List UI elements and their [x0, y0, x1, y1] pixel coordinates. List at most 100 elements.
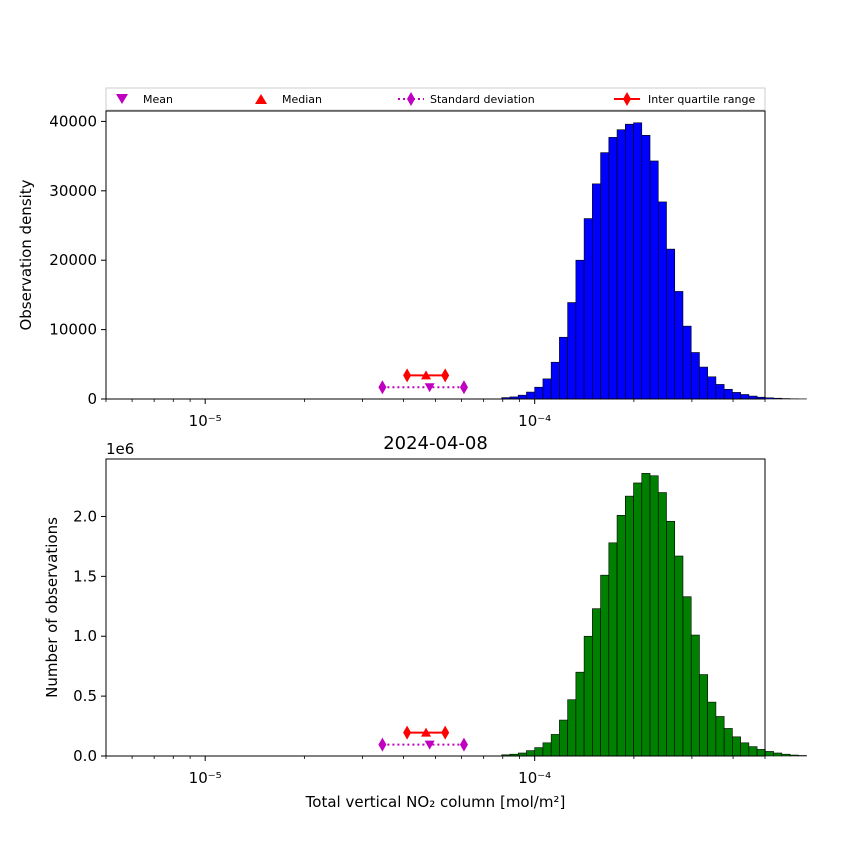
- legend-std-label: Standard deviation: [430, 93, 535, 106]
- y-tick-label: 40000: [49, 112, 97, 130]
- histogram-bar: [666, 520, 676, 757]
- histogram-bar: [740, 394, 750, 400]
- std-marker: [459, 380, 468, 395]
- histogram-bar: [732, 392, 741, 400]
- top-statistics-markers: [378, 368, 468, 395]
- legend-mean-marker: [116, 94, 128, 104]
- histogram-bar: [657, 201, 667, 400]
- histogram-bar: [534, 386, 544, 400]
- histogram-bar: [526, 750, 535, 757]
- histogram-bar: [674, 555, 684, 757]
- bottom-y-offset-label: 1e6: [106, 440, 134, 458]
- y-tick-label: 20000: [49, 251, 97, 269]
- histogram-bar: [666, 248, 676, 400]
- histogram-bar: [707, 376, 717, 400]
- histogram-bar: [707, 701, 717, 757]
- histogram-bar: [542, 378, 552, 400]
- histogram-bar: [550, 734, 560, 757]
- histogram-bar: [723, 388, 733, 400]
- bottom-chart-title: 2024-04-08: [383, 433, 488, 454]
- histogram-bar: [534, 747, 544, 757]
- y-tick-label: 0.5: [73, 687, 97, 705]
- histogram-bar: [616, 129, 626, 400]
- x-tick-label: 10⁻⁴: [518, 769, 551, 787]
- mean-marker: [424, 383, 435, 393]
- histogram-bar: [592, 608, 601, 757]
- std-marker: [378, 380, 387, 395]
- y-tick-label: 0.0: [73, 747, 97, 765]
- histogram-bar: [633, 122, 643, 400]
- histogram-bar: [765, 397, 774, 400]
- histogram-bar: [526, 391, 535, 400]
- y-tick-label: 1.5: [73, 567, 97, 585]
- histogram-bar: [773, 752, 783, 757]
- histogram-bar: [649, 160, 659, 400]
- histogram-bar: [583, 218, 593, 400]
- bottom-histogram-bars: [501, 473, 807, 757]
- histogram-bar: [756, 749, 766, 757]
- iqr-marker: [441, 368, 450, 383]
- y-tick-label: 10000: [49, 321, 97, 339]
- top-axes: 0 10000 20000 30000 40000 10⁻⁵ 10⁻⁴: [49, 112, 766, 430]
- histogram-bar: [592, 183, 601, 400]
- std-marker: [378, 737, 387, 752]
- top-histogram-bars: [501, 122, 807, 400]
- y-tick-label: 30000: [49, 182, 97, 200]
- histogram-bar: [633, 482, 643, 757]
- bottom-histogram-panel: 2024-04-08 1e6 0.0 0.5 1.0 1.5 2.0 10⁻⁵ 10⁻⁴ N…: [43, 433, 807, 811]
- histogram-bar: [682, 596, 692, 757]
- median-marker: [421, 370, 432, 380]
- histogram-bar: [699, 366, 708, 400]
- histogram-bar: [649, 475, 659, 757]
- x-tick-label: 10⁻⁵: [189, 412, 222, 430]
- histogram-bar: [674, 291, 684, 400]
- histogram-bar: [657, 492, 667, 757]
- legend-frame: [105, 87, 766, 111]
- histogram-bar: [625, 495, 634, 757]
- histogram-bar: [732, 736, 741, 757]
- bottom-axes: 0.0 0.5 1.0 1.5 2.0 10⁻⁵ 10⁻⁴: [73, 507, 766, 787]
- std-marker: [459, 737, 468, 752]
- legend-std-marker: [407, 92, 415, 106]
- histogram-bar: [690, 634, 700, 757]
- histogram-bar: [608, 137, 618, 400]
- y-tick-label: 2.0: [73, 507, 97, 525]
- histogram-bar: [641, 473, 651, 757]
- histogram-bar: [567, 302, 577, 400]
- median-marker: [421, 727, 432, 737]
- bottom-x-axis-label: Total vertical NO₂ column [mol/m²]: [305, 793, 566, 811]
- legend: Mean Median Standard deviation Inter qua…: [105, 87, 766, 111]
- histogram-bar: [575, 259, 585, 400]
- top-histogram-panel: 0 10000 20000 30000 40000 10⁻⁵ 10⁻⁴ Observatio…: [17, 110, 807, 430]
- x-tick-label: 10⁻⁴: [518, 412, 551, 430]
- y-tick-label: 1.0: [73, 627, 97, 645]
- histogram-bar: [567, 699, 577, 757]
- histogram-bar: [723, 728, 733, 757]
- legend-median-marker: [255, 94, 267, 104]
- histogram-bar: [600, 574, 610, 757]
- histogram-bar: [550, 361, 560, 400]
- histogram-bar: [559, 336, 568, 400]
- mean-marker: [424, 740, 435, 750]
- histogram-bar: [699, 674, 708, 757]
- y-tick-label: 0: [87, 390, 97, 408]
- histogram-bar: [773, 397, 783, 400]
- histogram-bar: [682, 325, 692, 400]
- histogram-bar: [690, 352, 700, 400]
- iqr-marker: [403, 368, 412, 383]
- histogram-bar: [559, 719, 568, 757]
- histogram-bar: [583, 635, 593, 757]
- iqr-marker: [441, 725, 450, 740]
- histogram-bar: [781, 753, 791, 757]
- histogram-bar: [748, 746, 758, 757]
- histogram-bar: [715, 716, 725, 757]
- bottom-statistics-markers: [378, 725, 468, 752]
- histogram-bar: [608, 542, 618, 757]
- iqr-marker: [403, 725, 412, 740]
- histogram-bar: [575, 671, 585, 757]
- x-tick-label: 10⁻⁵: [189, 769, 222, 787]
- histogram-bar: [542, 742, 552, 757]
- histogram-bar: [641, 134, 651, 400]
- histogram-bar: [789, 754, 799, 757]
